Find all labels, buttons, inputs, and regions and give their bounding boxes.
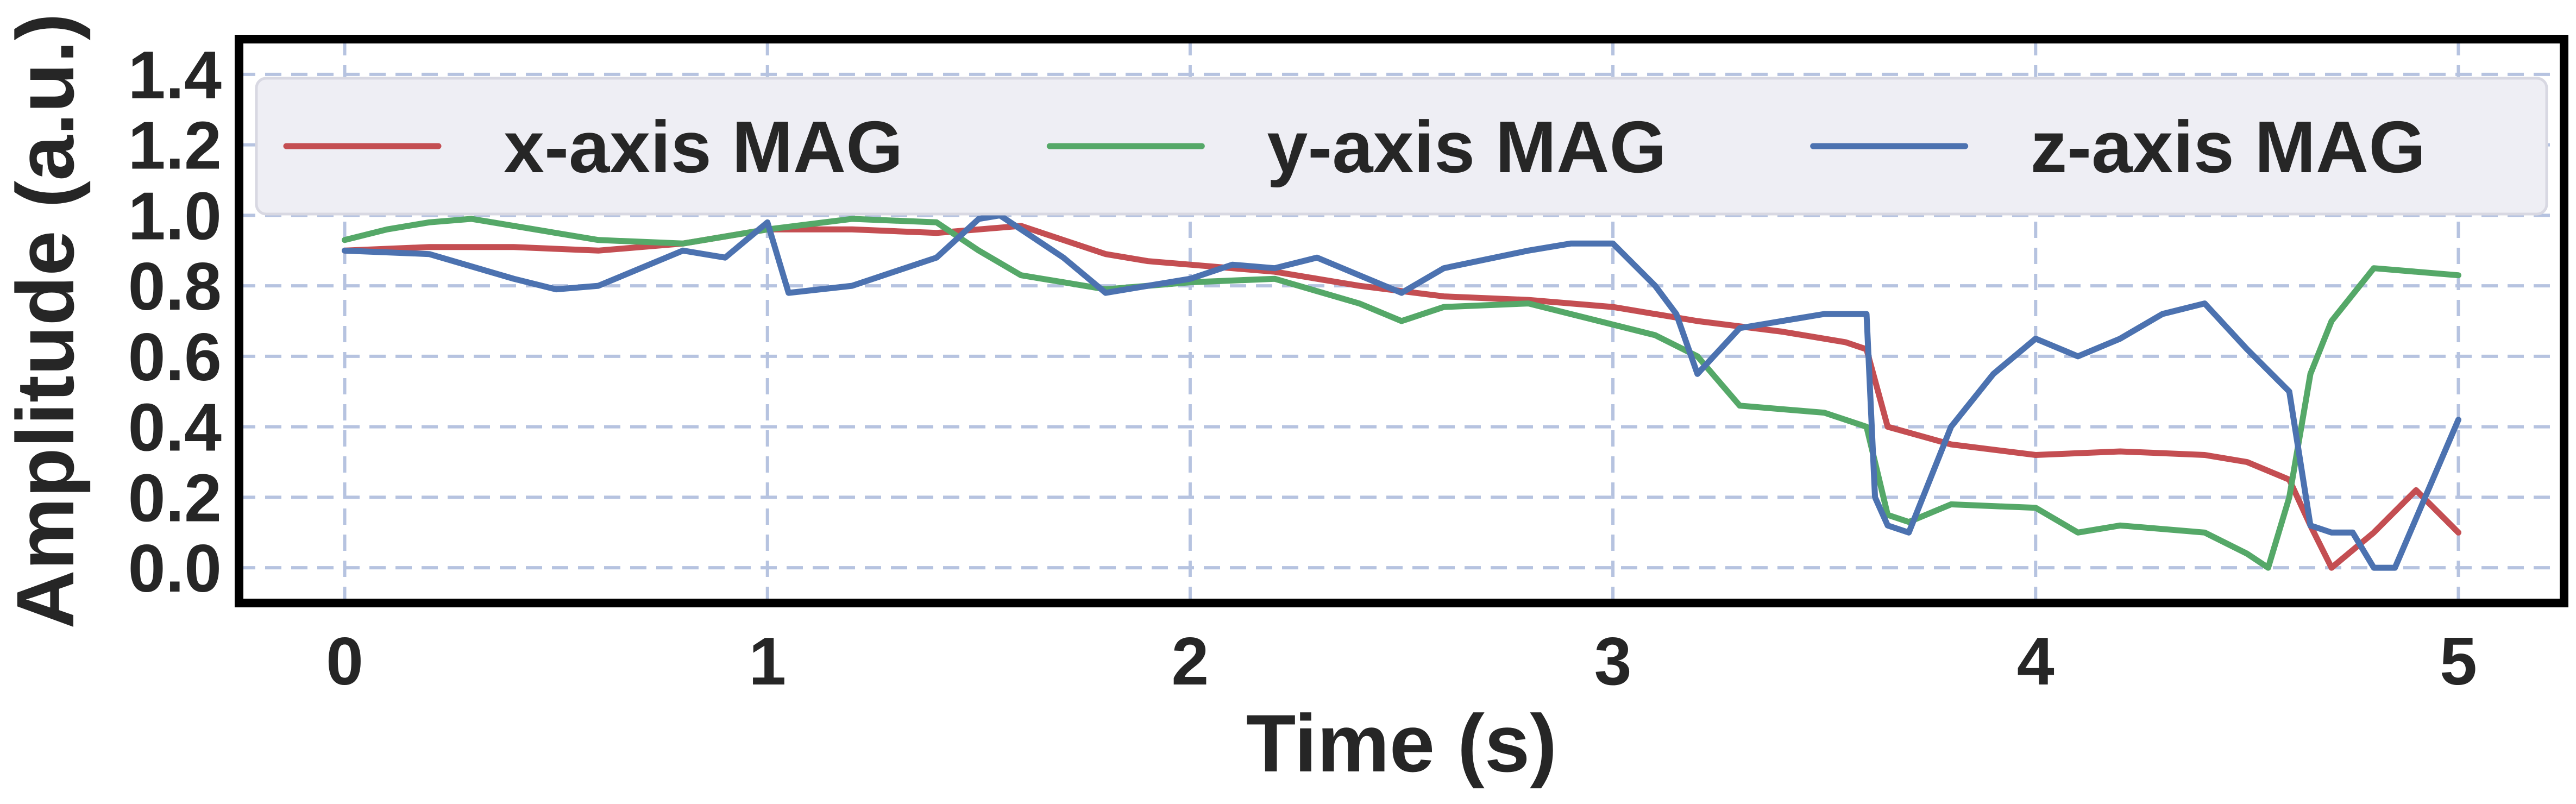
x-axis-label: Time (s)	[1246, 698, 1557, 789]
y-tick-label: 0.4	[128, 391, 222, 466]
series-layer	[342, 212, 2461, 571]
x-tick-label: 2	[1171, 624, 1209, 699]
y-tick-label: 0.6	[128, 320, 222, 395]
x-tick-label: 5	[2440, 624, 2477, 699]
y-tick-label: 1.4	[128, 38, 222, 113]
y-tick-label: 0.0	[128, 531, 222, 606]
x-tick-label: 0	[326, 624, 363, 699]
legend-label-2: y-axis MAG	[1267, 106, 1666, 188]
legend-label-3: z-axis MAG	[2031, 106, 2426, 188]
y-tick-label: 1.2	[128, 109, 222, 184]
y-tick-label: 0.8	[128, 249, 222, 324]
legend: x-axis MAG y-axis MAG z-axis MAG	[255, 77, 2548, 216]
series-line-2	[342, 216, 2461, 571]
y-tick-label: 0.2	[128, 461, 222, 536]
x-tick-label: 4	[2017, 624, 2054, 699]
x-tick-label: 3	[1594, 624, 1632, 699]
y-tick-label: 1.0	[128, 179, 222, 254]
x-tick-label: 1	[749, 624, 786, 699]
legend-label-1: x-axis MAG	[504, 106, 903, 188]
x-axis-ticks: 0 1 2 3 4 5	[326, 624, 2477, 699]
plot-frame	[235, 35, 2568, 607]
legend-box	[255, 77, 2548, 216]
series-line-3	[342, 212, 2461, 571]
y-axis-ticks: 0.00.20.40.60.81.01.21.4	[128, 38, 222, 606]
y-axis-label: Amplitude (a.u.)	[0, 13, 91, 629]
